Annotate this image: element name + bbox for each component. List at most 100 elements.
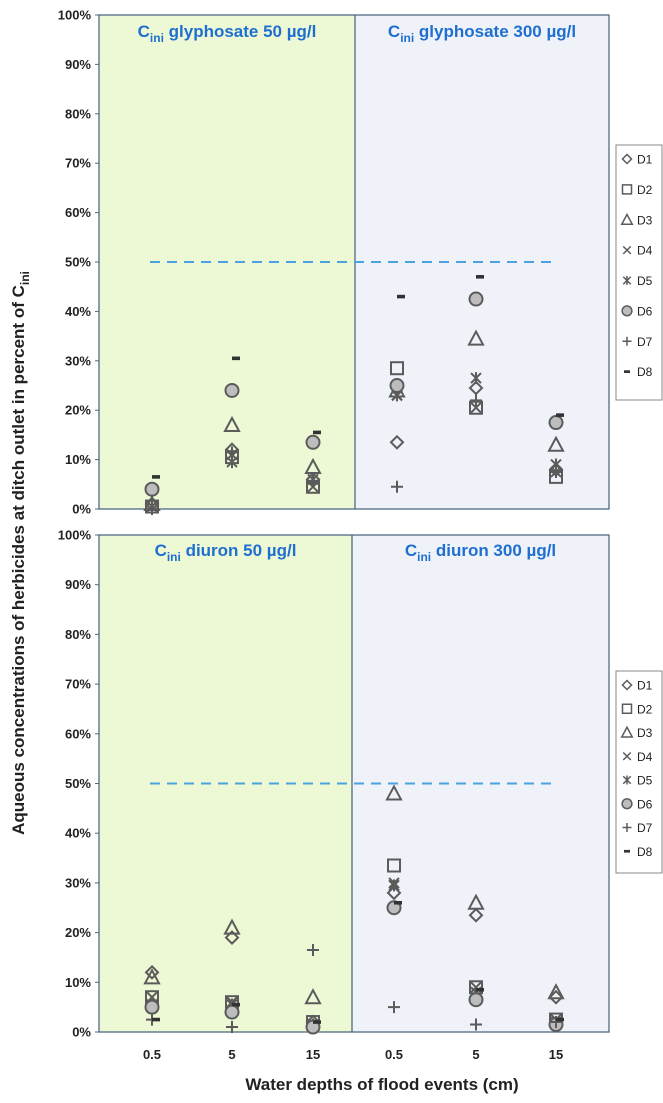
legend: D1 D2 D3 D4 D5 D6 D7 D8 [615, 670, 663, 874]
data-point-d3 [223, 918, 241, 935]
legend-label: D7 [637, 335, 653, 349]
legend-marker-d7 [622, 336, 632, 346]
legend-label: D7 [637, 821, 653, 835]
legend-label: D3 [637, 213, 653, 227]
panel-title: Cini glyphosate 50 µg/l [138, 22, 317, 45]
x-tick-label: 5 [228, 1047, 235, 1062]
data-point-d6 [389, 378, 405, 393]
data-point-d8 [397, 294, 405, 299]
legend-marker-d2 [621, 703, 633, 714]
data-point-d1 [224, 930, 240, 945]
data-point-d8 [232, 1002, 240, 1007]
y-tick-label: 50% [65, 776, 91, 791]
data-point-d3 [467, 329, 485, 346]
data-point-d8 [394, 900, 402, 905]
data-point-d2 [390, 361, 404, 376]
data-point-d3 [304, 457, 322, 475]
data-point-d7 [388, 1001, 400, 1014]
data-point-d1 [389, 434, 405, 450]
legend-marker-d8 [624, 370, 630, 373]
legend-marker-d4 [622, 245, 632, 255]
data-point-d7 [307, 475, 319, 488]
data-point-d6 [548, 415, 564, 431]
y-tick-label: 70% [65, 156, 91, 171]
data-point-d1 [468, 380, 484, 396]
y-axis-label: Aqueous concentrations of herbicides at … [9, 271, 32, 835]
data-point-d8 [152, 475, 160, 479]
data-point-d7 [146, 503, 158, 515]
data-point-d1 [468, 907, 484, 923]
data-point-d8 [556, 1017, 564, 1022]
data-point-d7 [307, 943, 319, 956]
data-point-d8 [476, 275, 484, 279]
y-tick-label: 40% [65, 826, 91, 841]
x-axis-label: Water depths of flood events (cm) [245, 1075, 518, 1094]
legend-label: D3 [637, 726, 653, 740]
data-point-d6 [468, 992, 484, 1008]
legend-marker-d5 [622, 775, 632, 785]
y-tick-label: 10% [65, 452, 91, 467]
legend-marker-d3 [620, 212, 634, 225]
legend-marker-d3 [620, 725, 634, 738]
data-point-d7 [470, 394, 482, 407]
y-tick-label: 0% [72, 502, 91, 517]
y-tick-label: 40% [65, 304, 91, 319]
data-point-d8 [556, 413, 564, 417]
y-tick-label: 60% [65, 726, 91, 741]
data-point-d8 [476, 987, 484, 992]
legend-label: D6 [637, 304, 653, 318]
y-tick-label: 30% [65, 353, 91, 368]
data-point-d3 [385, 784, 403, 801]
data-point-d7 [470, 1018, 482, 1031]
data-point-d3 [547, 983, 565, 1000]
legend-marker-d1 [621, 153, 633, 165]
data-point-d7 [226, 1021, 238, 1034]
legend-label: D1 [637, 679, 653, 693]
data-point-d8 [232, 356, 240, 361]
data-point-d6 [144, 999, 160, 1015]
y-tick-label: 50% [65, 255, 91, 270]
data-point-d8 [313, 430, 321, 435]
legend-label: D5 [637, 774, 653, 788]
legend-label: D5 [637, 274, 653, 288]
legend-label: D8 [637, 365, 653, 379]
legend-label: D4 [637, 244, 653, 258]
panel-title: Cini diuron 300 µg/l [405, 541, 556, 564]
y-tick-label: 0% [72, 1025, 91, 1040]
legend-label: D4 [637, 750, 653, 764]
data-point-d3 [467, 893, 485, 910]
data-point-d7 [391, 480, 403, 493]
data-point-d6 [224, 382, 240, 398]
data-point-d1 [144, 964, 160, 980]
panel-title: Cini diuron 50 µg/l [155, 541, 297, 564]
data-point-d7 [550, 465, 562, 478]
y-tick-label: 90% [65, 57, 91, 72]
data-point-d6 [468, 291, 484, 307]
y-tick-label: 30% [65, 875, 91, 890]
y-tick-label: 90% [65, 577, 91, 592]
legend-label: D8 [637, 845, 653, 859]
y-tick-label: 20% [65, 925, 91, 940]
y-tick-label: 10% [65, 975, 91, 990]
legend-marker-d5 [622, 276, 632, 285]
y-tick-label: 70% [65, 677, 91, 692]
data-point-d1 [548, 989, 564, 1005]
panel-title: Cini glyphosate 300 µg/l [388, 22, 576, 45]
data-point-d1 [386, 885, 402, 901]
data-point-d4 [470, 402, 482, 414]
data-point-d5 [388, 879, 400, 892]
x-tick-label: 0.5 [143, 1047, 161, 1062]
y-axis-label-sub: ini [18, 271, 32, 285]
legend-marker-d2 [621, 184, 633, 195]
data-point-d6 [305, 434, 321, 450]
x-tick-label: 5 [472, 1047, 479, 1062]
data-point-d3 [223, 415, 241, 433]
y-tick-label: 80% [65, 627, 91, 642]
data-point-d6 [224, 1004, 240, 1020]
diuron-panel: 0% 10% 20% 30% 40% 50% 60% 70% 80% 90% 100% Cini di… [58, 528, 663, 1062]
legend-marker-d6 [621, 305, 633, 317]
x-tick-label: 0.5 [385, 1047, 403, 1062]
legend-box [615, 144, 663, 401]
y-tick-label: 60% [65, 205, 91, 220]
